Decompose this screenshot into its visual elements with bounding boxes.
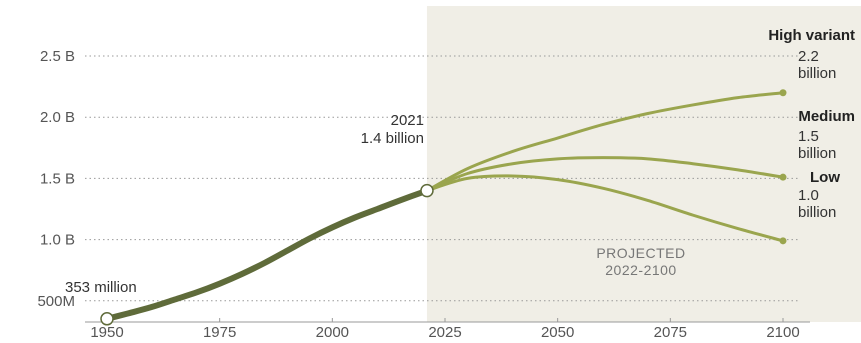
x-tick-label: 2100 <box>766 324 799 341</box>
medium-end-point <box>779 173 787 181</box>
high-variant-end-point <box>779 89 787 97</box>
medium-name: Medium <box>798 108 855 125</box>
x-axis: 1950 1975 2000 2025 2050 2075 2100 <box>90 318 800 341</box>
high-variant-value: 2.2 <box>798 48 819 65</box>
start-point <box>100 312 114 326</box>
high-variant-name: High variant <box>768 27 855 44</box>
y-tick-label: 2.0 B <box>40 109 75 126</box>
medium-line <box>425 156 785 193</box>
historical-line <box>104 187 430 322</box>
high-variant-unit: billion <box>798 65 836 82</box>
y-axis: 500M 1.0 B 1.5 B 2.0 B 2.5 B <box>37 48 75 310</box>
projected-label: PROJECTED <box>596 245 685 261</box>
y-tick-label: 2.5 B <box>40 48 75 65</box>
y-tick-label: 1.5 B <box>40 170 75 187</box>
low-end-point <box>779 237 787 245</box>
x-tick-label: 2050 <box>541 324 574 341</box>
low-name: Low <box>810 169 840 186</box>
x-tick-label: 1975 <box>203 324 236 341</box>
x-tick-label: 1950 <box>90 324 123 341</box>
year-2021-label: 2021 <box>391 112 424 129</box>
high-variant-line <box>425 91 785 193</box>
x-tick-label: 2075 <box>654 324 687 341</box>
point-2021 <box>420 183 434 198</box>
medium-value: 1.5 <box>798 128 819 145</box>
low-value: 1.0 <box>798 187 819 204</box>
low-unit: billion <box>798 204 836 221</box>
projection-band <box>426 6 861 322</box>
value-2021-label: 1.4 billion <box>361 130 424 147</box>
y-tick-label: 500M <box>37 293 75 310</box>
start-value-label: 353 million <box>65 279 137 296</box>
projected-years-label: 2022-2100 <box>605 262 676 278</box>
series <box>100 89 787 326</box>
low-line <box>425 174 785 243</box>
x-tick-label: 2025 <box>428 324 461 341</box>
y-tick-label: 1.0 B <box>40 232 75 249</box>
x-tick-label: 2000 <box>316 324 349 341</box>
medium-unit: billion <box>798 145 836 162</box>
